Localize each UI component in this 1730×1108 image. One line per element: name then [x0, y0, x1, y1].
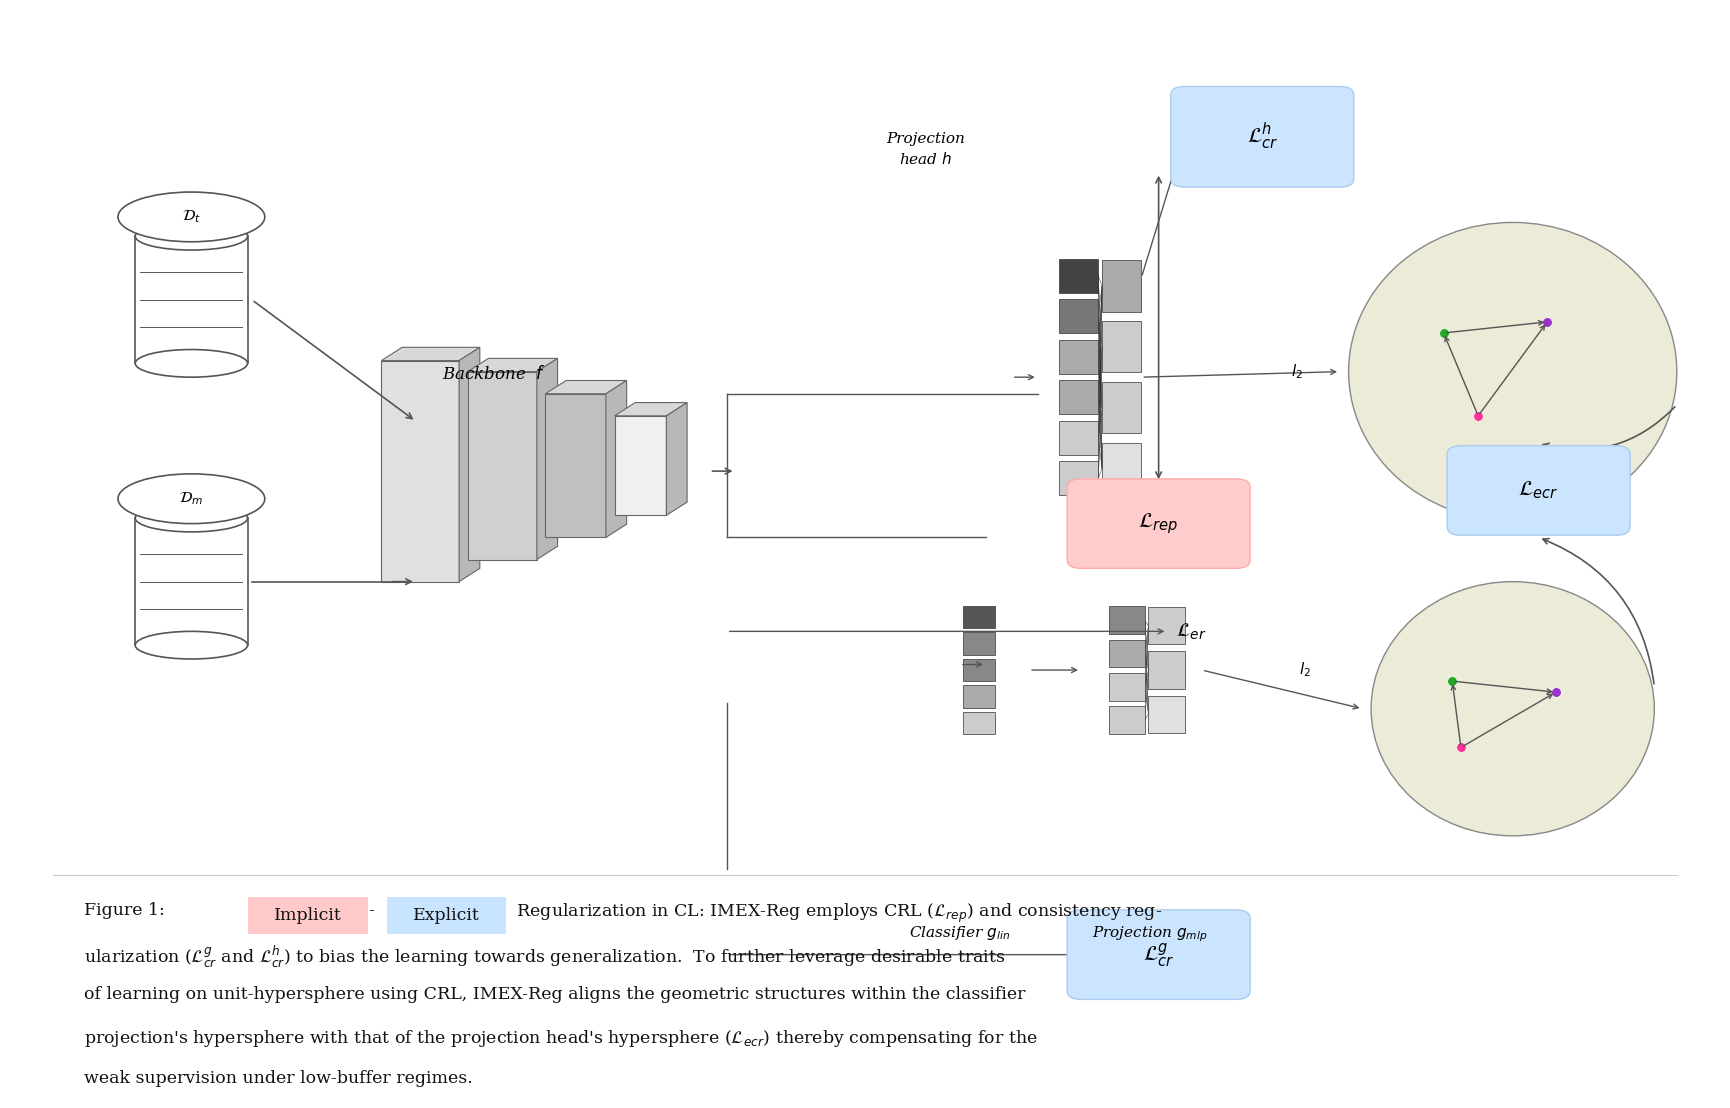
- Text: $\mathcal{L}_{cr}^{g}$: $\mathcal{L}_{cr}^{g}$: [1144, 941, 1175, 968]
- FancyBboxPatch shape: [1059, 259, 1099, 293]
- Ellipse shape: [135, 223, 247, 250]
- FancyBboxPatch shape: [1102, 321, 1142, 372]
- Text: $\mathcal{L}_{cr}^{h}$: $\mathcal{L}_{cr}^{h}$: [1247, 121, 1278, 153]
- Text: $\mathcal{L}_{ecr}$: $\mathcal{L}_{ecr}$: [1519, 480, 1559, 501]
- Polygon shape: [614, 402, 687, 416]
- Polygon shape: [381, 347, 479, 360]
- Ellipse shape: [118, 474, 265, 524]
- FancyBboxPatch shape: [1059, 461, 1099, 495]
- FancyBboxPatch shape: [1067, 479, 1251, 568]
- FancyBboxPatch shape: [1109, 706, 1145, 733]
- FancyBboxPatch shape: [1102, 382, 1142, 433]
- Polygon shape: [545, 380, 626, 393]
- Text: $\mathcal{D}_m$: $\mathcal{D}_m$: [180, 491, 204, 507]
- Polygon shape: [467, 358, 557, 371]
- Polygon shape: [666, 402, 687, 515]
- Text: Figure 1:: Figure 1:: [85, 902, 176, 920]
- FancyBboxPatch shape: [467, 371, 536, 560]
- Ellipse shape: [118, 192, 265, 242]
- Ellipse shape: [135, 349, 247, 377]
- Text: $\mathcal{L}_{rep}$: $\mathcal{L}_{rep}$: [1138, 511, 1178, 536]
- FancyBboxPatch shape: [545, 393, 606, 537]
- FancyBboxPatch shape: [1149, 652, 1185, 688]
- FancyBboxPatch shape: [1102, 443, 1142, 494]
- FancyBboxPatch shape: [1109, 606, 1145, 634]
- FancyBboxPatch shape: [1059, 340, 1099, 373]
- Ellipse shape: [1372, 582, 1654, 835]
- Text: $l_2$: $l_2$: [1291, 362, 1303, 381]
- Text: ularization ($\mathcal{L}_{cr}^{g}$ and $\mathcal{L}_{cr}^{h}$) to bias the lear: ularization ($\mathcal{L}_{cr}^{g}$ and …: [85, 944, 1005, 971]
- Text: of learning on unit-hypersphere using CRL, IMEX-Reg aligns the geometric structu: of learning on unit-hypersphere using CR…: [85, 986, 1026, 1003]
- Polygon shape: [536, 358, 557, 560]
- Polygon shape: [458, 347, 479, 582]
- FancyBboxPatch shape: [1102, 260, 1142, 311]
- Text: Regularization in CL: IMEX-Reg employs CRL ($\mathcal{L}_{rep}$) and consistency: Regularization in CL: IMEX-Reg employs C…: [510, 902, 1163, 925]
- Text: $\mathcal{D}_t$: $\mathcal{D}_t$: [182, 208, 201, 225]
- FancyBboxPatch shape: [1446, 445, 1630, 535]
- FancyBboxPatch shape: [1059, 299, 1099, 334]
- FancyBboxPatch shape: [1059, 380, 1099, 414]
- FancyBboxPatch shape: [1171, 86, 1355, 187]
- FancyBboxPatch shape: [964, 633, 995, 655]
- Text: $l_2$: $l_2$: [1299, 660, 1311, 679]
- Text: $\mathcal{L}_{er}$: $\mathcal{L}_{er}$: [1176, 622, 1206, 642]
- FancyBboxPatch shape: [249, 896, 367, 934]
- Ellipse shape: [1349, 223, 1676, 521]
- FancyBboxPatch shape: [381, 360, 458, 582]
- Text: Projection
head $h$: Projection head $h$: [886, 132, 965, 167]
- Text: Implicit: Implicit: [273, 907, 343, 924]
- FancyBboxPatch shape: [964, 686, 995, 708]
- Text: projection's hypersphere with that of the projection head's hypersphere ($\mathc: projection's hypersphere with that of th…: [85, 1028, 1038, 1049]
- Text: Backbone  $f$: Backbone $f$: [441, 365, 545, 382]
- Text: weak supervision under low-buffer regimes.: weak supervision under low-buffer regime…: [85, 1070, 472, 1087]
- Text: Classifier $g_{lin}$: Classifier $g_{lin}$: [910, 924, 1010, 942]
- Polygon shape: [606, 380, 626, 537]
- FancyBboxPatch shape: [614, 416, 666, 515]
- FancyBboxPatch shape: [1059, 421, 1099, 455]
- FancyBboxPatch shape: [964, 659, 995, 681]
- FancyBboxPatch shape: [386, 896, 505, 934]
- FancyBboxPatch shape: [1109, 639, 1145, 667]
- Text: -: -: [368, 902, 381, 920]
- FancyBboxPatch shape: [1067, 910, 1251, 999]
- FancyBboxPatch shape: [1149, 607, 1185, 645]
- FancyBboxPatch shape: [964, 712, 995, 735]
- Ellipse shape: [135, 632, 247, 659]
- Text: Projection $g_{mlp}$: Projection $g_{mlp}$: [1092, 924, 1208, 944]
- FancyBboxPatch shape: [135, 519, 247, 645]
- Ellipse shape: [135, 504, 247, 532]
- FancyBboxPatch shape: [1109, 673, 1145, 700]
- FancyBboxPatch shape: [135, 236, 247, 363]
- FancyBboxPatch shape: [964, 606, 995, 628]
- FancyBboxPatch shape: [1149, 696, 1185, 732]
- Text: Explicit: Explicit: [413, 907, 479, 924]
